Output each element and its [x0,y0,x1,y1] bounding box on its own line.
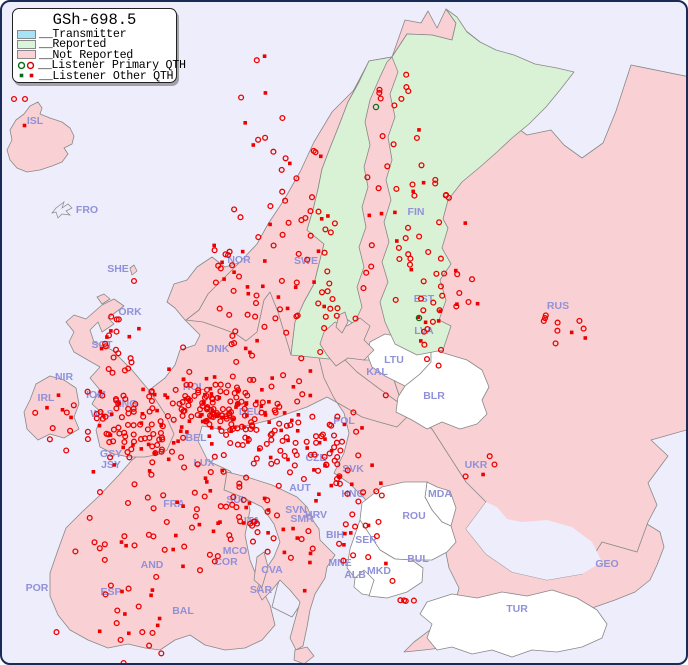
svg-text:ISL: ISL [27,115,44,127]
svg-text:JSY: JSY [101,459,121,471]
svg-text:BAL: BAL [172,605,194,617]
svg-text:FRA: FRA [163,498,185,510]
svg-text:BEL: BEL [186,432,208,444]
svg-text:ROU: ROU [402,510,425,522]
svg-text:BLR: BLR [423,390,445,402]
svg-text:LVA: LVA [414,325,434,337]
svg-text:SMR: SMR [290,513,314,525]
svg-text:MKD: MKD [367,565,391,577]
svg-text:BIH: BIH [326,529,344,541]
svg-text:SHE: SHE [107,263,129,275]
svg-text:LTU: LTU [384,354,404,366]
svg-text:IOM: IOM [86,389,106,401]
svg-text:CVA: CVA [261,564,283,576]
svg-text:NIR: NIR [55,371,74,383]
svg-text:AUT: AUT [289,482,311,494]
svg-text:KAL: KAL [366,366,388,378]
svg-text:MNE: MNE [328,557,351,569]
svg-text:AND: AND [141,559,164,571]
svg-text:DNK: DNK [207,343,230,355]
svg-text:BUL: BUL [407,553,429,565]
svg-text:ALB: ALB [344,569,366,581]
svg-text:COR: COR [214,556,238,568]
svg-text:LUX: LUX [194,457,215,469]
svg-text:FRO: FRO [76,204,98,216]
svg-text:GEO: GEO [595,558,618,570]
svg-text:IRL: IRL [38,392,56,404]
svg-text:SAR: SAR [250,584,273,596]
svg-text:TUR: TUR [506,603,528,615]
svg-text:FIN: FIN [408,206,425,218]
svg-text:ORK: ORK [118,306,142,318]
svg-text:RUS: RUS [547,300,569,312]
svg-text:UKR: UKR [465,459,488,471]
svg-text:POR: POR [26,582,49,594]
svg-text:MDA: MDA [428,488,452,500]
